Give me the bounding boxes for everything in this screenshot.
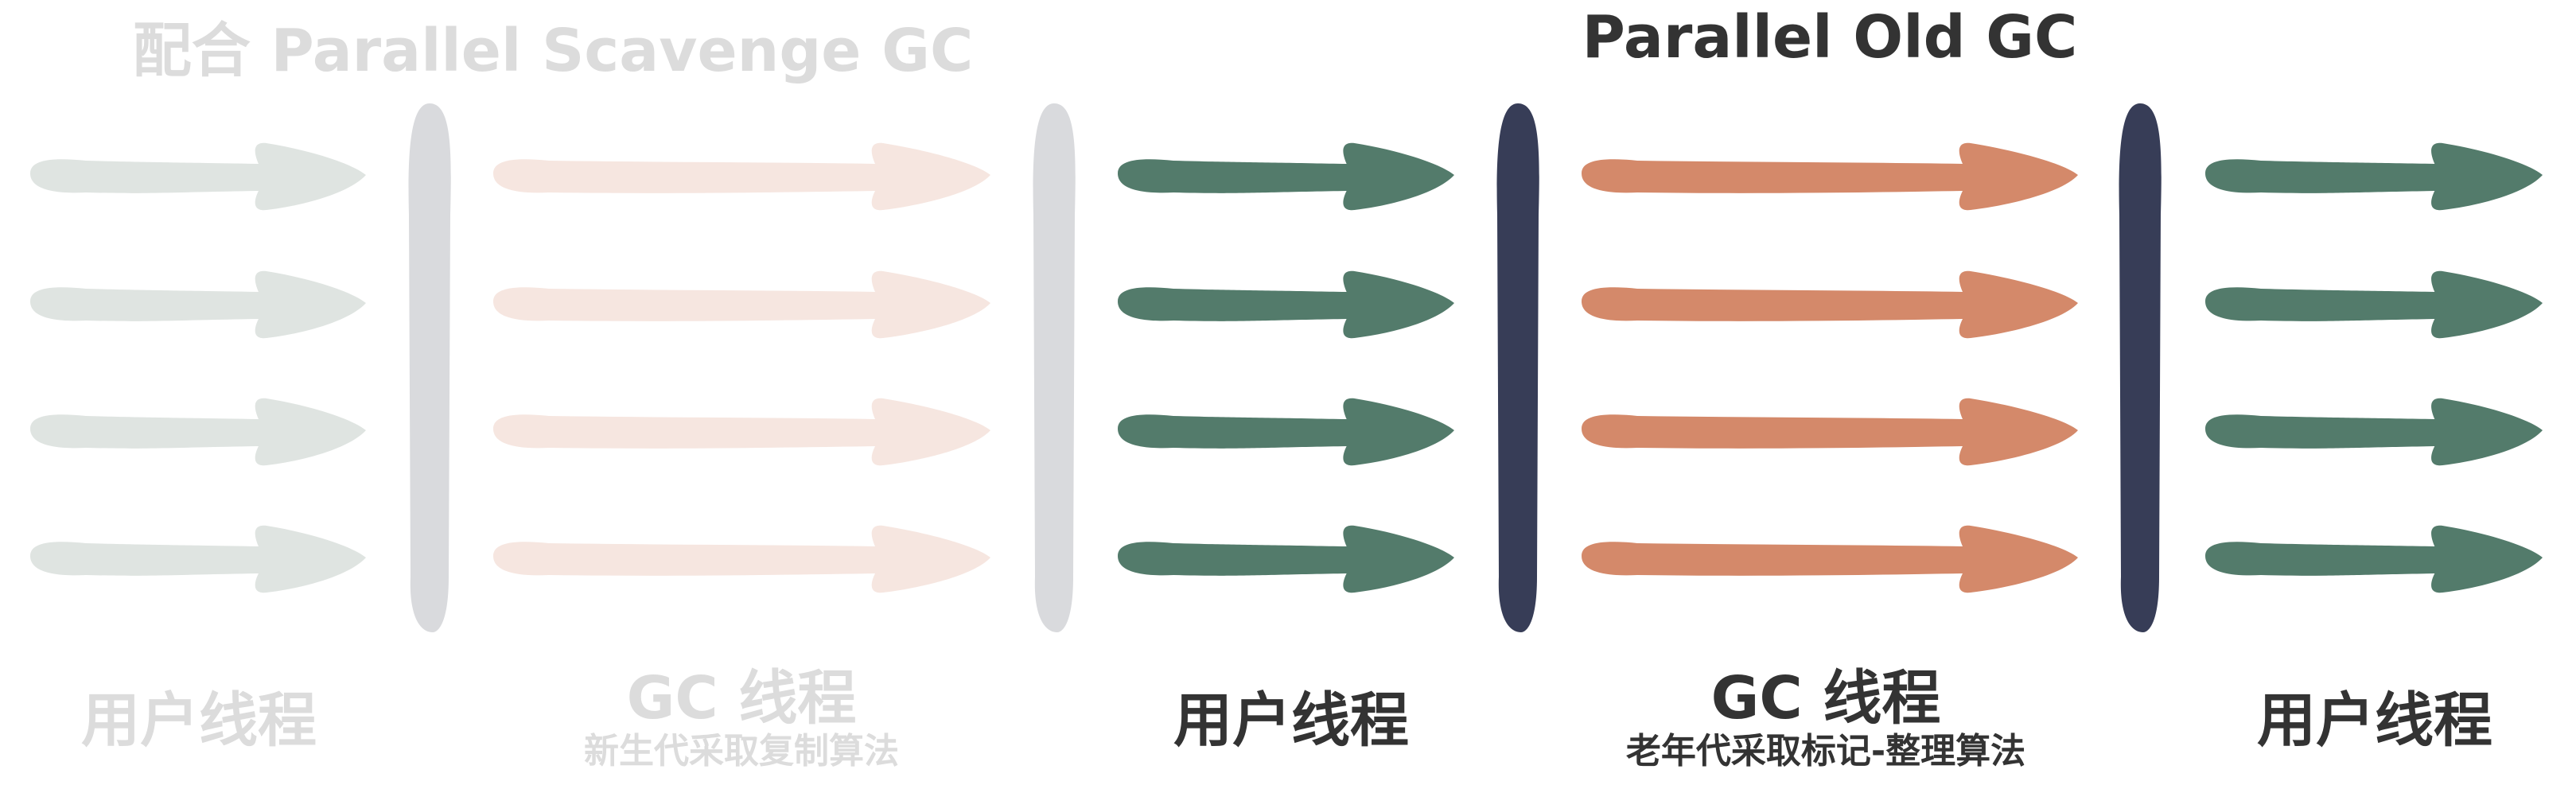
arrow-lane-3-row-2 [1118,270,1454,339]
barrier-4 [2119,103,2162,632]
arrow-lane-4-row-1 [1582,142,2078,211]
arrows-layer [30,142,2543,593]
arrow-lane-3-row-1 [1118,142,1454,211]
arrow-lane-1-row-1 [30,142,366,211]
barrier-3 [1496,103,1539,632]
label-user-threads-1: 用户线程 [81,686,317,755]
arrow-lane-1-row-2 [30,270,366,339]
label-young-gen-algorithm: 新生代采取复制算法 [584,731,899,771]
arrow-lane-3-row-3 [1118,398,1454,466]
arrow-lane-5-row-2 [2205,270,2543,339]
label-gc-threads-young: GC 线程 [626,664,857,733]
arrow-lane-3-row-4 [1118,525,1454,593]
label-user-threads-2: 用户线程 [1173,686,1409,755]
arrow-lane-1-row-3 [30,398,366,466]
arrow-lane-1-row-4 [30,525,366,593]
arrow-lane-2-row-1 [493,142,990,211]
arrow-lane-4-row-2 [1582,270,2078,339]
arrow-lane-5-row-3 [2205,398,2543,466]
barrier-1 [408,103,451,632]
arrow-lane-5-row-4 [2205,525,2543,593]
title-parallel-old: Parallel Old GC [1582,3,2078,72]
arrow-lane-2-row-3 [493,398,990,466]
label-gc-threads-old: GC 线程 [1710,664,1941,733]
barrier-2 [1033,103,1076,632]
arrow-lane-4-row-3 [1582,398,2078,466]
title-parallel-scavenge: 配合 Parallel Scavenge GC [132,17,974,85]
barriers-layer [408,103,2162,632]
arrow-lane-2-row-2 [493,270,990,339]
arrow-lane-5-row-1 [2205,142,2543,211]
label-old-gen-algorithm: 老年代采取标记-整理算法 [1625,731,2026,771]
label-user-threads-3: 用户线程 [2257,686,2492,755]
arrow-lane-2-row-4 [493,525,990,593]
arrow-lane-4-row-4 [1582,525,2078,593]
